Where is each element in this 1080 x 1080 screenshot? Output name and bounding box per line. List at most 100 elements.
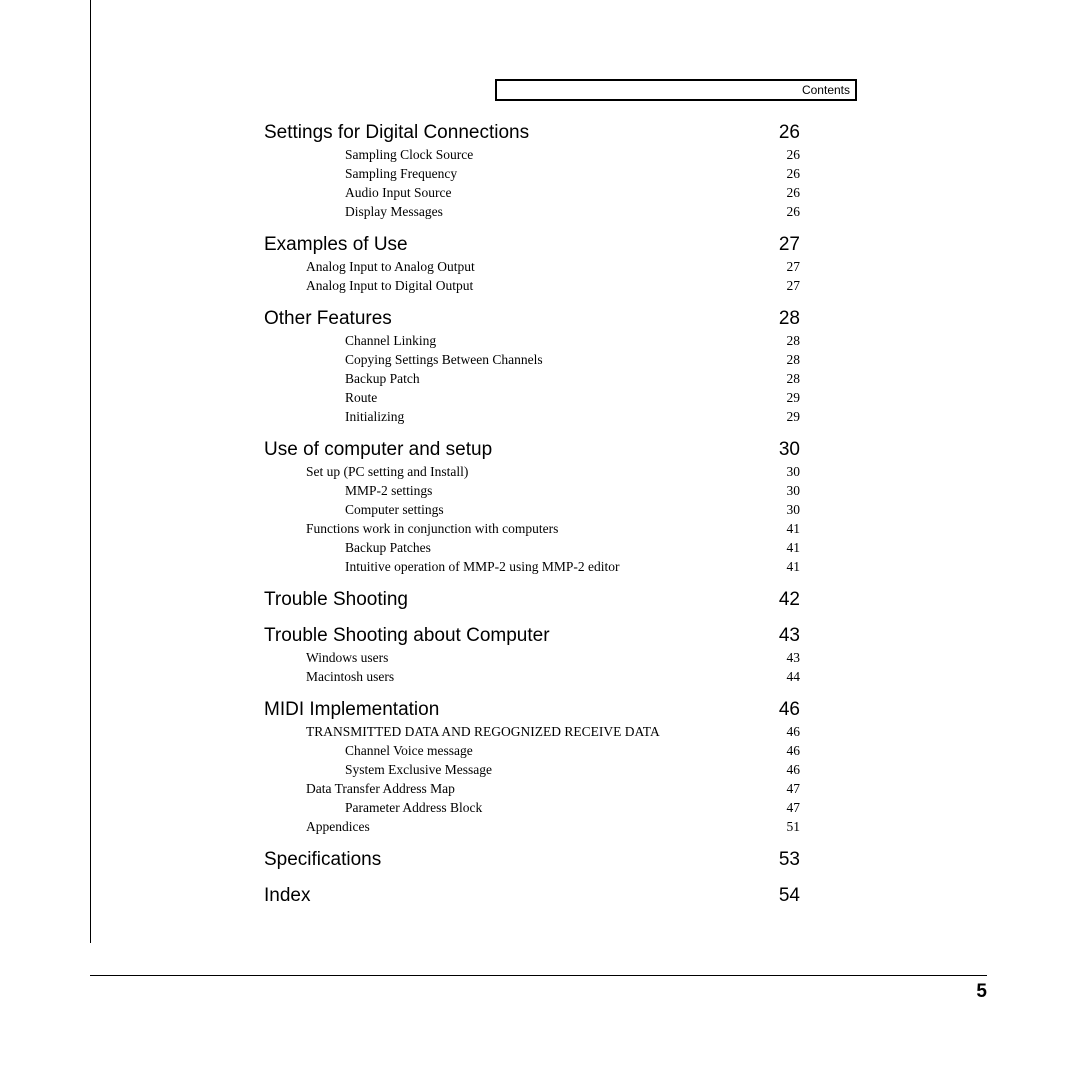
toc-entry: Parameter Address Block47 <box>345 800 800 816</box>
toc-row: Analog Input to Digital Output27 <box>306 278 800 294</box>
toc-page: 43 <box>787 650 801 666</box>
toc-row: Computer settings 30 <box>345 502 800 518</box>
toc-row: Index54 <box>264 885 800 907</box>
toc-row: Channel Linking28 <box>345 333 800 349</box>
toc-row: Sampling Frequency 26 <box>345 166 800 182</box>
toc-entry: TRANSMITTED DATA AND REGOGNIZED RECEIVE … <box>306 724 800 740</box>
toc-title: Data Transfer Address Map <box>306 781 455 797</box>
toc-entry: Intuitive operation of MMP-2 using MMP-2… <box>345 559 800 575</box>
toc-page: 29 <box>787 390 801 406</box>
toc-title: Intuitive operation of MMP-2 using MMP-2… <box>345 559 619 575</box>
toc-page: 27 <box>787 259 801 275</box>
toc-entry: Copying Settings Between Channels28 <box>345 352 800 368</box>
toc-page: 41 <box>787 521 801 537</box>
section-spacer <box>264 575 800 589</box>
footer-rule <box>90 975 987 976</box>
header-label: Contents <box>802 83 850 97</box>
toc-title: Channel Voice message <box>345 743 473 759</box>
toc-page: 46 <box>787 743 801 759</box>
toc-title: Windows users <box>306 650 388 666</box>
toc-title: Trouble Shooting <box>264 589 408 611</box>
toc-title: TRANSMITTED DATA AND REGOGNIZED RECEIVE … <box>306 724 660 740</box>
toc-section: Index54 <box>264 885 800 907</box>
toc-row: Sampling Clock Source26 <box>345 147 800 163</box>
toc-row: Initializing29 <box>345 409 800 425</box>
toc-entry: Channel Linking28 <box>345 333 800 349</box>
toc-entry: Channel Voice message 46 <box>345 743 800 759</box>
toc-title: Functions work in conjunction with compu… <box>306 521 558 537</box>
toc-section: Settings for Digital Connections 26 <box>264 122 800 144</box>
toc-section: Use of computer and setup30 <box>264 439 800 461</box>
toc-page: 30 <box>787 483 801 499</box>
toc-page: 26 <box>787 166 801 182</box>
toc-title: Index <box>264 885 310 907</box>
page-number: 5 <box>976 981 987 1003</box>
toc-entry: Computer settings 30 <box>345 502 800 518</box>
toc-entry: Initializing29 <box>345 409 800 425</box>
toc-title: Macintosh users <box>306 669 394 685</box>
section-spacer <box>264 220 800 234</box>
toc-row: Analog Input to Analog Output 27 <box>306 259 800 275</box>
toc-row: TRANSMITTED DATA AND REGOGNIZED RECEIVE … <box>306 724 800 740</box>
toc-page: 30 <box>787 502 801 518</box>
toc-title: Computer settings <box>345 502 444 518</box>
section-spacer <box>264 611 800 625</box>
toc-title: Analog Input to Digital Output <box>306 278 473 294</box>
toc-page: 26 <box>779 122 800 144</box>
toc-title: Settings for Digital Connections <box>264 122 529 144</box>
toc-title: Sampling Frequency <box>345 166 457 182</box>
toc-row: System Exclusive Message 46 <box>345 762 800 778</box>
toc-title: System Exclusive Message <box>345 762 492 778</box>
toc-title: Analog Input to Analog Output <box>306 259 475 275</box>
toc-page: 41 <box>787 559 801 575</box>
toc-row: Windows users 43 <box>306 650 800 666</box>
toc-section: MIDI Implementation46 <box>264 699 800 721</box>
toc-section: Trouble Shooting 42 <box>264 589 800 611</box>
toc-title: Use of computer and setup <box>264 439 492 461</box>
toc-title: Trouble Shooting about Computer <box>264 625 550 647</box>
toc-page: 26 <box>787 147 801 163</box>
toc-entry: MMP-2 settings30 <box>345 483 800 499</box>
toc-entry: Analog Input to Digital Output27 <box>306 278 800 294</box>
toc-page: 46 <box>787 724 801 740</box>
table-of-contents: Settings for Digital Connections26Sampli… <box>264 122 800 907</box>
toc-title: Examples of Use <box>264 234 408 256</box>
toc-entry: Sampling Clock Source26 <box>345 147 800 163</box>
toc-row: MMP-2 settings30 <box>345 483 800 499</box>
section-spacer <box>264 425 800 439</box>
toc-page: 26 <box>787 185 801 201</box>
toc-page: 42 <box>779 589 800 611</box>
toc-row: Examples of Use 27 <box>264 234 800 256</box>
toc-row: Intuitive operation of MMP-2 using MMP-2… <box>345 559 800 575</box>
toc-entry: System Exclusive Message 46 <box>345 762 800 778</box>
toc-entry: Display Messages26 <box>345 204 800 220</box>
toc-title: Backup Patches <box>345 540 431 556</box>
toc-title: MIDI Implementation <box>264 699 439 721</box>
toc-page: 29 <box>787 409 801 425</box>
section-spacer <box>264 871 800 885</box>
toc-row: Macintosh users44 <box>306 669 800 685</box>
toc-entry: Analog Input to Analog Output 27 <box>306 259 800 275</box>
toc-row: Trouble Shooting 42 <box>264 589 800 611</box>
section-spacer <box>264 835 800 849</box>
toc-row: Display Messages26 <box>345 204 800 220</box>
toc-page: 46 <box>787 762 801 778</box>
toc-title: Display Messages <box>345 204 443 220</box>
toc-row: Functions work in conjunction with compu… <box>306 521 800 537</box>
toc-row: Set up (PC setting and Install)30 <box>306 464 800 480</box>
toc-row: Other Features28 <box>264 308 800 330</box>
toc-row: Trouble Shooting about Computer43 <box>264 625 800 647</box>
toc-entry: Set up (PC setting and Install)30 <box>306 464 800 480</box>
toc-title: Parameter Address Block <box>345 800 482 816</box>
toc-entry: Backup Patches41 <box>345 540 800 556</box>
toc-title: Copying Settings Between Channels <box>345 352 543 368</box>
toc-page: 27 <box>779 234 800 256</box>
toc-row: Backup Patches41 <box>345 540 800 556</box>
toc-title: Other Features <box>264 308 392 330</box>
toc-page: 51 <box>787 819 801 835</box>
toc-page: 53 <box>779 849 800 871</box>
toc-row: Data Transfer Address Map47 <box>306 781 800 797</box>
toc-title: Route <box>345 390 377 406</box>
toc-row: Backup Patch28 <box>345 371 800 387</box>
toc-title: Channel Linking <box>345 333 436 349</box>
